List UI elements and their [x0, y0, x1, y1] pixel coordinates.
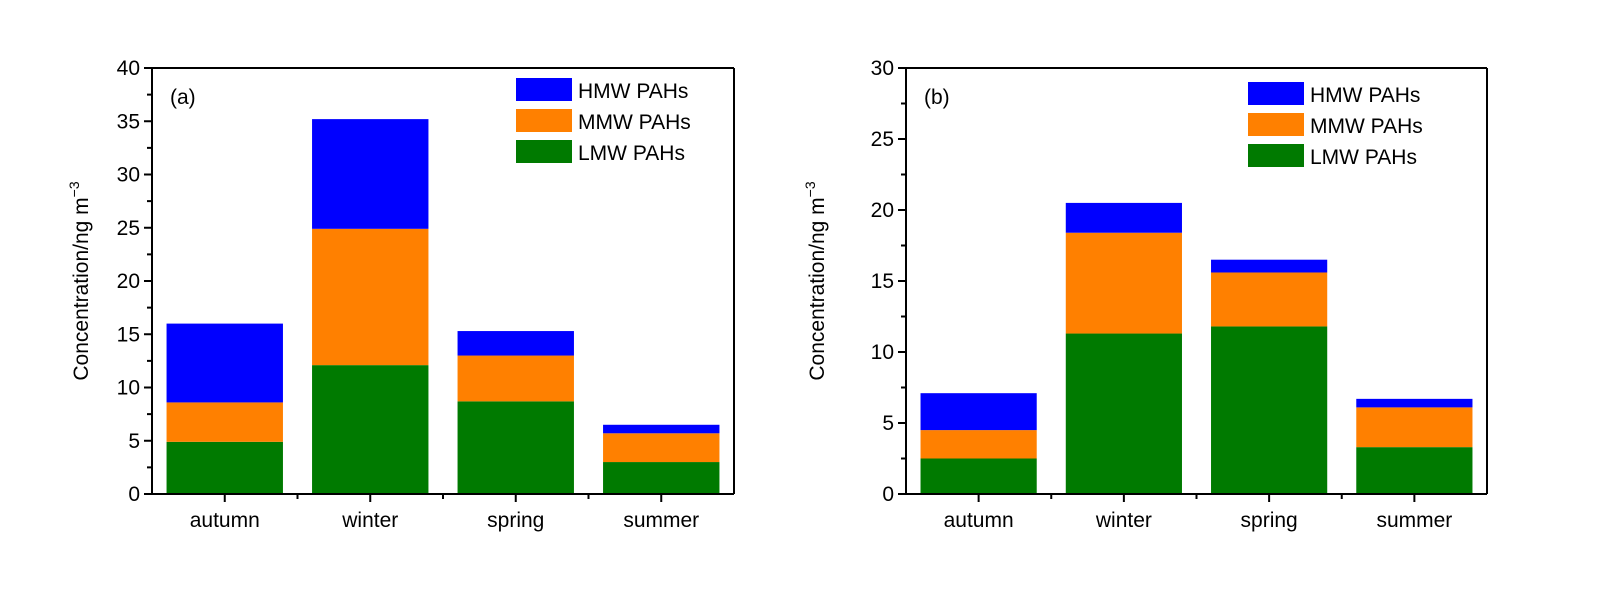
y-axis-label: Concentration/ng m−3 [66, 181, 93, 380]
bar-winter-lmw [312, 365, 429, 494]
bar-spring-mmw [1211, 272, 1328, 327]
y-tick-label: 30 [871, 57, 894, 80]
bar-winter-lmw [1065, 333, 1182, 494]
bar-autumn-hmw [920, 393, 1037, 431]
legend-label: LMW PAHs [1310, 146, 1417, 169]
y-tick-label: 25 [871, 128, 894, 151]
x-tick-label: spring [487, 509, 544, 532]
y-axis-label-superscript: −3 [802, 181, 818, 197]
x-tick-label: spring [1241, 509, 1298, 532]
y-tick-label: 10 [117, 377, 140, 400]
y-tick-label: 15 [117, 323, 140, 346]
y-axis-label-superscript: −3 [66, 181, 82, 197]
bar-spring-hmw [457, 331, 574, 356]
bar-summer-mmw [603, 433, 720, 463]
x-tick-label: winter [341, 509, 398, 532]
bar-summer-mmw [1356, 407, 1473, 448]
bar-summer-hmw [1356, 398, 1473, 408]
y-tick-label: 35 [117, 110, 140, 133]
x-tick-label: summer [1376, 509, 1452, 532]
legend-swatch-mmw [1248, 113, 1304, 136]
y-tick-label: 0 [882, 483, 894, 506]
y-tick-label: 10 [871, 341, 894, 364]
bar-winter-mmw [1065, 232, 1182, 334]
y-tick-label: 20 [117, 270, 140, 293]
bar-autumn-mmw [920, 430, 1037, 459]
legend-label: HMW PAHs [578, 80, 688, 103]
bar-autumn-mmw [166, 402, 283, 442]
panel-label: (a) [170, 86, 196, 109]
y-tick-label: 40 [117, 57, 140, 80]
x-tick-label: winter [1095, 509, 1152, 532]
y-tick-label: 20 [871, 199, 894, 222]
legend-label: HMW PAHs [1310, 84, 1420, 107]
y-axis-label-text: Concentration/ng m [70, 197, 93, 380]
y-tick-label: 5 [128, 430, 140, 453]
panel-b: autumn winter spring summer 0 5 10 15 20 25 30 Conc… [802, 57, 1488, 532]
bar-summer-hmw [603, 424, 720, 434]
bar-summer-lmw [603, 462, 720, 494]
y-tick-label: 0 [128, 483, 140, 506]
bar-autumn-lmw [166, 441, 283, 494]
legend-swatch-hmw [1248, 82, 1304, 105]
legend-label: MMW PAHs [578, 111, 691, 134]
x-tick-label: autumn [944, 509, 1014, 532]
y-tick-label: 30 [117, 164, 140, 187]
y-tick-label: 25 [117, 217, 140, 240]
bar-spring-mmw [457, 355, 574, 402]
bar-winter-mmw [312, 228, 429, 366]
y-axis-label-text: Concentration/ng m [806, 197, 829, 380]
bar-winter-hmw [312, 119, 429, 229]
y-axis-label: Concentration/ng m−3 [802, 181, 829, 380]
legend-label: MMW PAHs [1310, 115, 1423, 138]
bar-spring-lmw [1211, 326, 1328, 494]
y-tick-label: 15 [871, 270, 894, 293]
bar-winter-hmw [1065, 202, 1182, 233]
panel-label: (b) [924, 86, 950, 109]
bar-autumn-hmw [166, 323, 283, 403]
x-tick-label: summer [623, 509, 699, 532]
x-tick-label: autumn [190, 509, 260, 532]
legend-swatch-lmw [516, 140, 572, 163]
bar-spring-hmw [1211, 259, 1328, 273]
legend-swatch-mmw [516, 109, 572, 132]
bar-spring-lmw [457, 401, 574, 494]
panel-a: autumn winter spring summer 0 5 10 15 20 25 30 35 40… [66, 57, 735, 532]
legend-swatch-hmw [516, 78, 572, 101]
legend-swatch-lmw [1248, 144, 1304, 167]
bar-autumn-lmw [920, 458, 1037, 494]
y-tick-label: 5 [882, 412, 894, 435]
bar-summer-lmw [1356, 447, 1473, 494]
legend-label: LMW PAHs [578, 142, 685, 165]
